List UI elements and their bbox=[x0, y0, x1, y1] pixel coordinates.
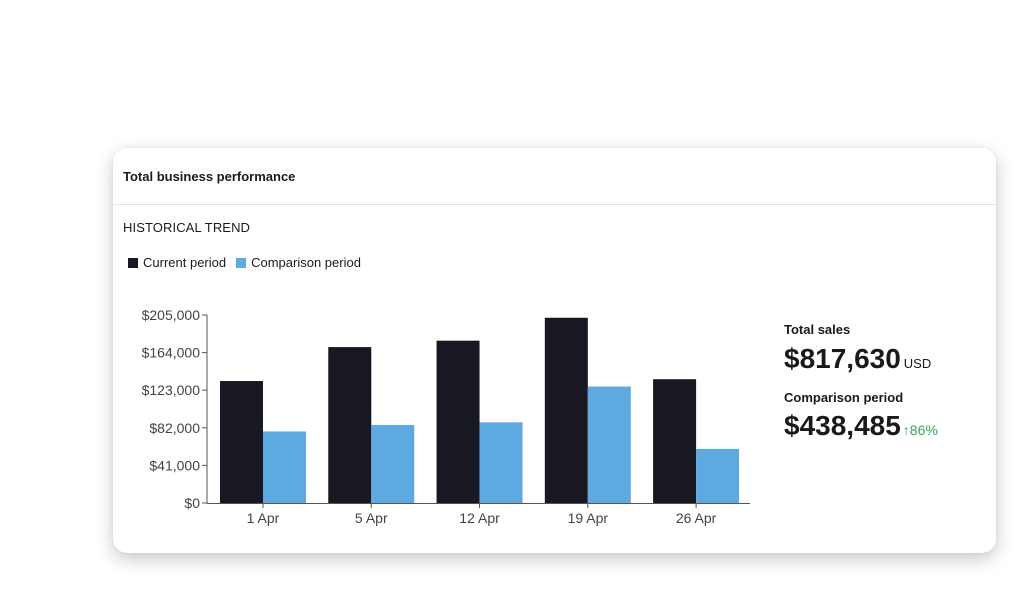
legend-label-current: Current period bbox=[143, 255, 227, 270]
legend-swatch-current bbox=[128, 257, 138, 268]
performance-card: Total business performance HISTORICAL TR… bbox=[113, 148, 996, 553]
chart-legend: Current period Comparison period bbox=[128, 255, 371, 270]
x-tick-label: 19 Apr bbox=[568, 510, 609, 526]
comparison-period-value: $438,485 bbox=[784, 410, 901, 441]
bar-current-period bbox=[653, 379, 697, 503]
legend-label-comparison: Comparison period bbox=[251, 255, 361, 270]
comparison-value-row: $438,485 ↑86% bbox=[784, 410, 938, 442]
x-tick-label: 1 Apr bbox=[247, 510, 280, 526]
section-title: HISTORICAL TREND bbox=[123, 220, 251, 235]
y-tick-label: $123,000 bbox=[142, 382, 201, 398]
y-tick-label: $0 bbox=[184, 495, 200, 511]
legend-swatch-comparison bbox=[236, 257, 247, 268]
card-title: Total business performance bbox=[123, 169, 296, 184]
bar-current-period bbox=[544, 317, 588, 503]
total-sales-value: $817,630 bbox=[784, 343, 901, 374]
legend-item-current[interactable]: Current period bbox=[128, 255, 226, 270]
bar-current-period bbox=[220, 381, 263, 503]
x-tick-label: 5 Apr bbox=[355, 510, 388, 526]
bar-comparison-period bbox=[696, 448, 740, 503]
bar-current-period bbox=[436, 340, 480, 503]
y-tick-label: $205,000 bbox=[142, 307, 201, 323]
bar-comparison-period bbox=[587, 386, 631, 503]
x-tick-label: 12 Apr bbox=[459, 510, 500, 526]
card-header: Total business performance bbox=[113, 148, 996, 205]
bar-comparison-period bbox=[371, 425, 415, 503]
change-percent: 86% bbox=[909, 422, 938, 438]
y-tick-label: $164,000 bbox=[142, 345, 201, 361]
change-indicator: ↑86% bbox=[903, 422, 938, 438]
x-tick-label: 26 Apr bbox=[676, 510, 717, 526]
y-tick-label: $82,000 bbox=[149, 420, 200, 436]
bar-chart: $0 $41,000 $82,000 $123,000 $164,000 $205,000… bbox=[142, 307, 750, 526]
bar-comparison-period bbox=[263, 431, 306, 503]
arrow-up-icon: ↑ bbox=[902, 422, 910, 438]
y-tick-label: $41,000 bbox=[149, 457, 200, 473]
bar-current-period bbox=[328, 347, 372, 503]
total-sales-label: Total sales bbox=[784, 322, 851, 337]
total-sales-value-row: $817,630 USD bbox=[784, 343, 931, 375]
bar-comparison-period bbox=[479, 422, 523, 503]
legend-item-comparison[interactable]: Comparison period bbox=[236, 255, 361, 270]
comparison-period-label: Comparison period bbox=[784, 390, 904, 405]
currency-unit: USD bbox=[903, 356, 932, 371]
